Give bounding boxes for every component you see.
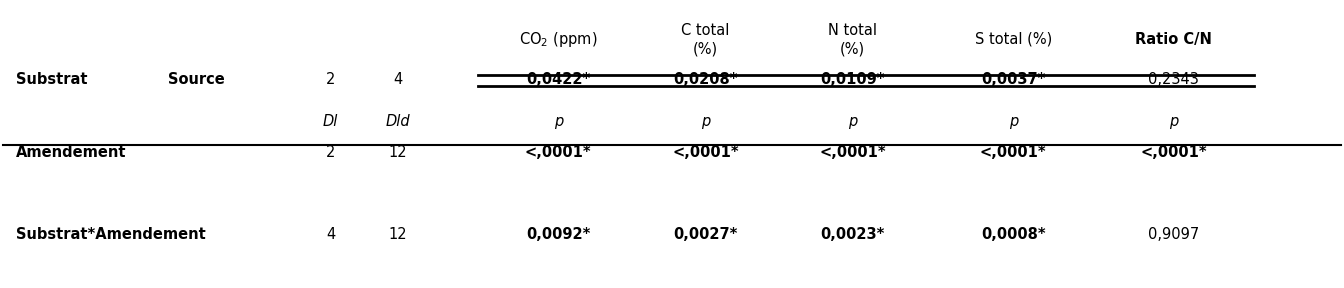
Text: <,0001*: <,0001* [526,145,591,160]
Text: CO$_2$ (ppm): CO$_2$ (ppm) [519,30,598,49]
Text: 2: 2 [327,71,336,86]
Text: 0,0037*: 0,0037* [981,71,1046,86]
Text: p: p [554,114,563,129]
Text: N total
(%): N total (%) [828,23,878,56]
Text: 4: 4 [392,71,402,86]
Text: <,0001*: <,0001* [672,145,739,160]
Text: C total
(%): C total (%) [681,23,730,56]
Text: Amendement: Amendement [16,145,126,160]
Text: Substrat: Substrat [16,71,87,86]
Text: 0,0109*: 0,0109* [820,71,884,86]
Text: p: p [848,114,857,129]
Text: <,0001*: <,0001* [820,145,886,160]
Text: p: p [1009,114,1017,129]
Text: 12: 12 [388,145,407,160]
Text: <,0001*: <,0001* [980,145,1047,160]
Text: 0,0422*: 0,0422* [526,71,590,86]
Text: 0,9097: 0,9097 [1148,227,1200,242]
Text: 4: 4 [327,227,335,242]
Text: 0,0008*: 0,0008* [981,227,1046,242]
Text: p: p [1169,114,1179,129]
Text: 2: 2 [327,145,336,160]
Text: Source: Source [168,71,226,86]
Text: 0,2343: 0,2343 [1149,71,1199,86]
Text: 0,0023*: 0,0023* [820,227,884,242]
Text: Substrat*Amendement: Substrat*Amendement [16,227,206,242]
Text: 12: 12 [388,227,407,242]
Text: Dld: Dld [386,114,410,129]
Text: S total (%): S total (%) [974,32,1052,47]
Text: Dl: Dl [323,114,339,129]
Text: Ratio C/N: Ratio C/N [1136,32,1212,47]
Text: p: p [700,114,710,129]
Text: 0,0092*: 0,0092* [526,227,590,242]
Text: <,0001*: <,0001* [1141,145,1207,160]
Text: 0,0208*: 0,0208* [673,71,738,86]
Text: 0,0027*: 0,0027* [673,227,738,242]
